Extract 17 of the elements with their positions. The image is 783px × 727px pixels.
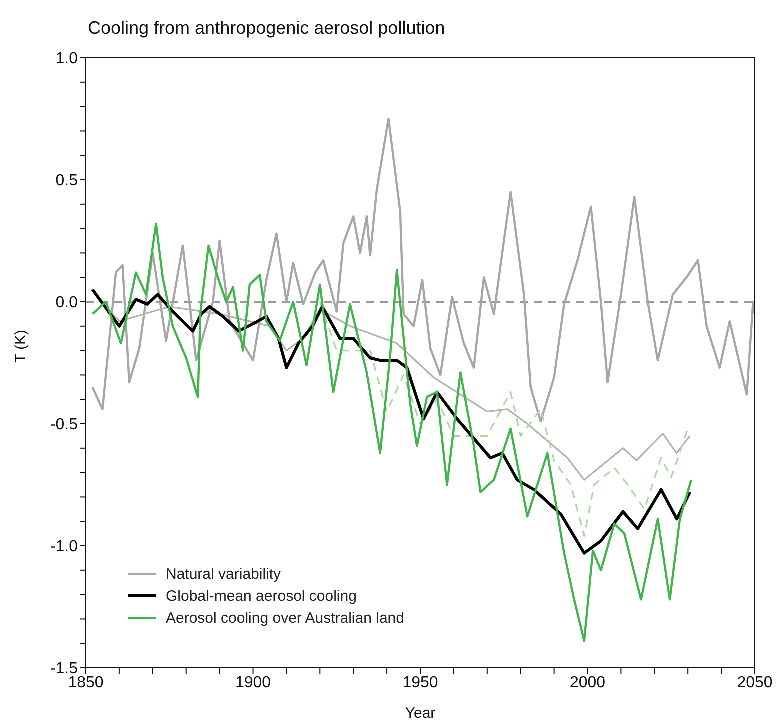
x-axis-title: Year (405, 705, 436, 722)
x-tick-label: 2050 (737, 674, 773, 692)
line-series (319, 301, 689, 538)
chart-title: Cooling from anthropogenic aerosol pollution (88, 18, 446, 39)
y-tick-label: 1.0 (56, 50, 78, 68)
y-tick-label: 0.5 (56, 172, 78, 190)
y-tick-label: 0.0 (56, 294, 78, 312)
y-tick-label: -0.5 (50, 416, 78, 434)
y-tick-label: -1.0 (50, 538, 78, 556)
legend-label: Natural variability (166, 566, 282, 582)
x-tick-label: 1900 (235, 674, 272, 692)
legend-label: Aerosol cooling over Australian land (166, 610, 404, 626)
x-tick-label: 2000 (570, 674, 606, 692)
line-series (92, 222, 693, 642)
x-tick-label: 1950 (402, 674, 438, 692)
legend-label: Global-mean aerosol cooling (166, 588, 357, 604)
y-axis-title: T (K) (12, 330, 30, 363)
